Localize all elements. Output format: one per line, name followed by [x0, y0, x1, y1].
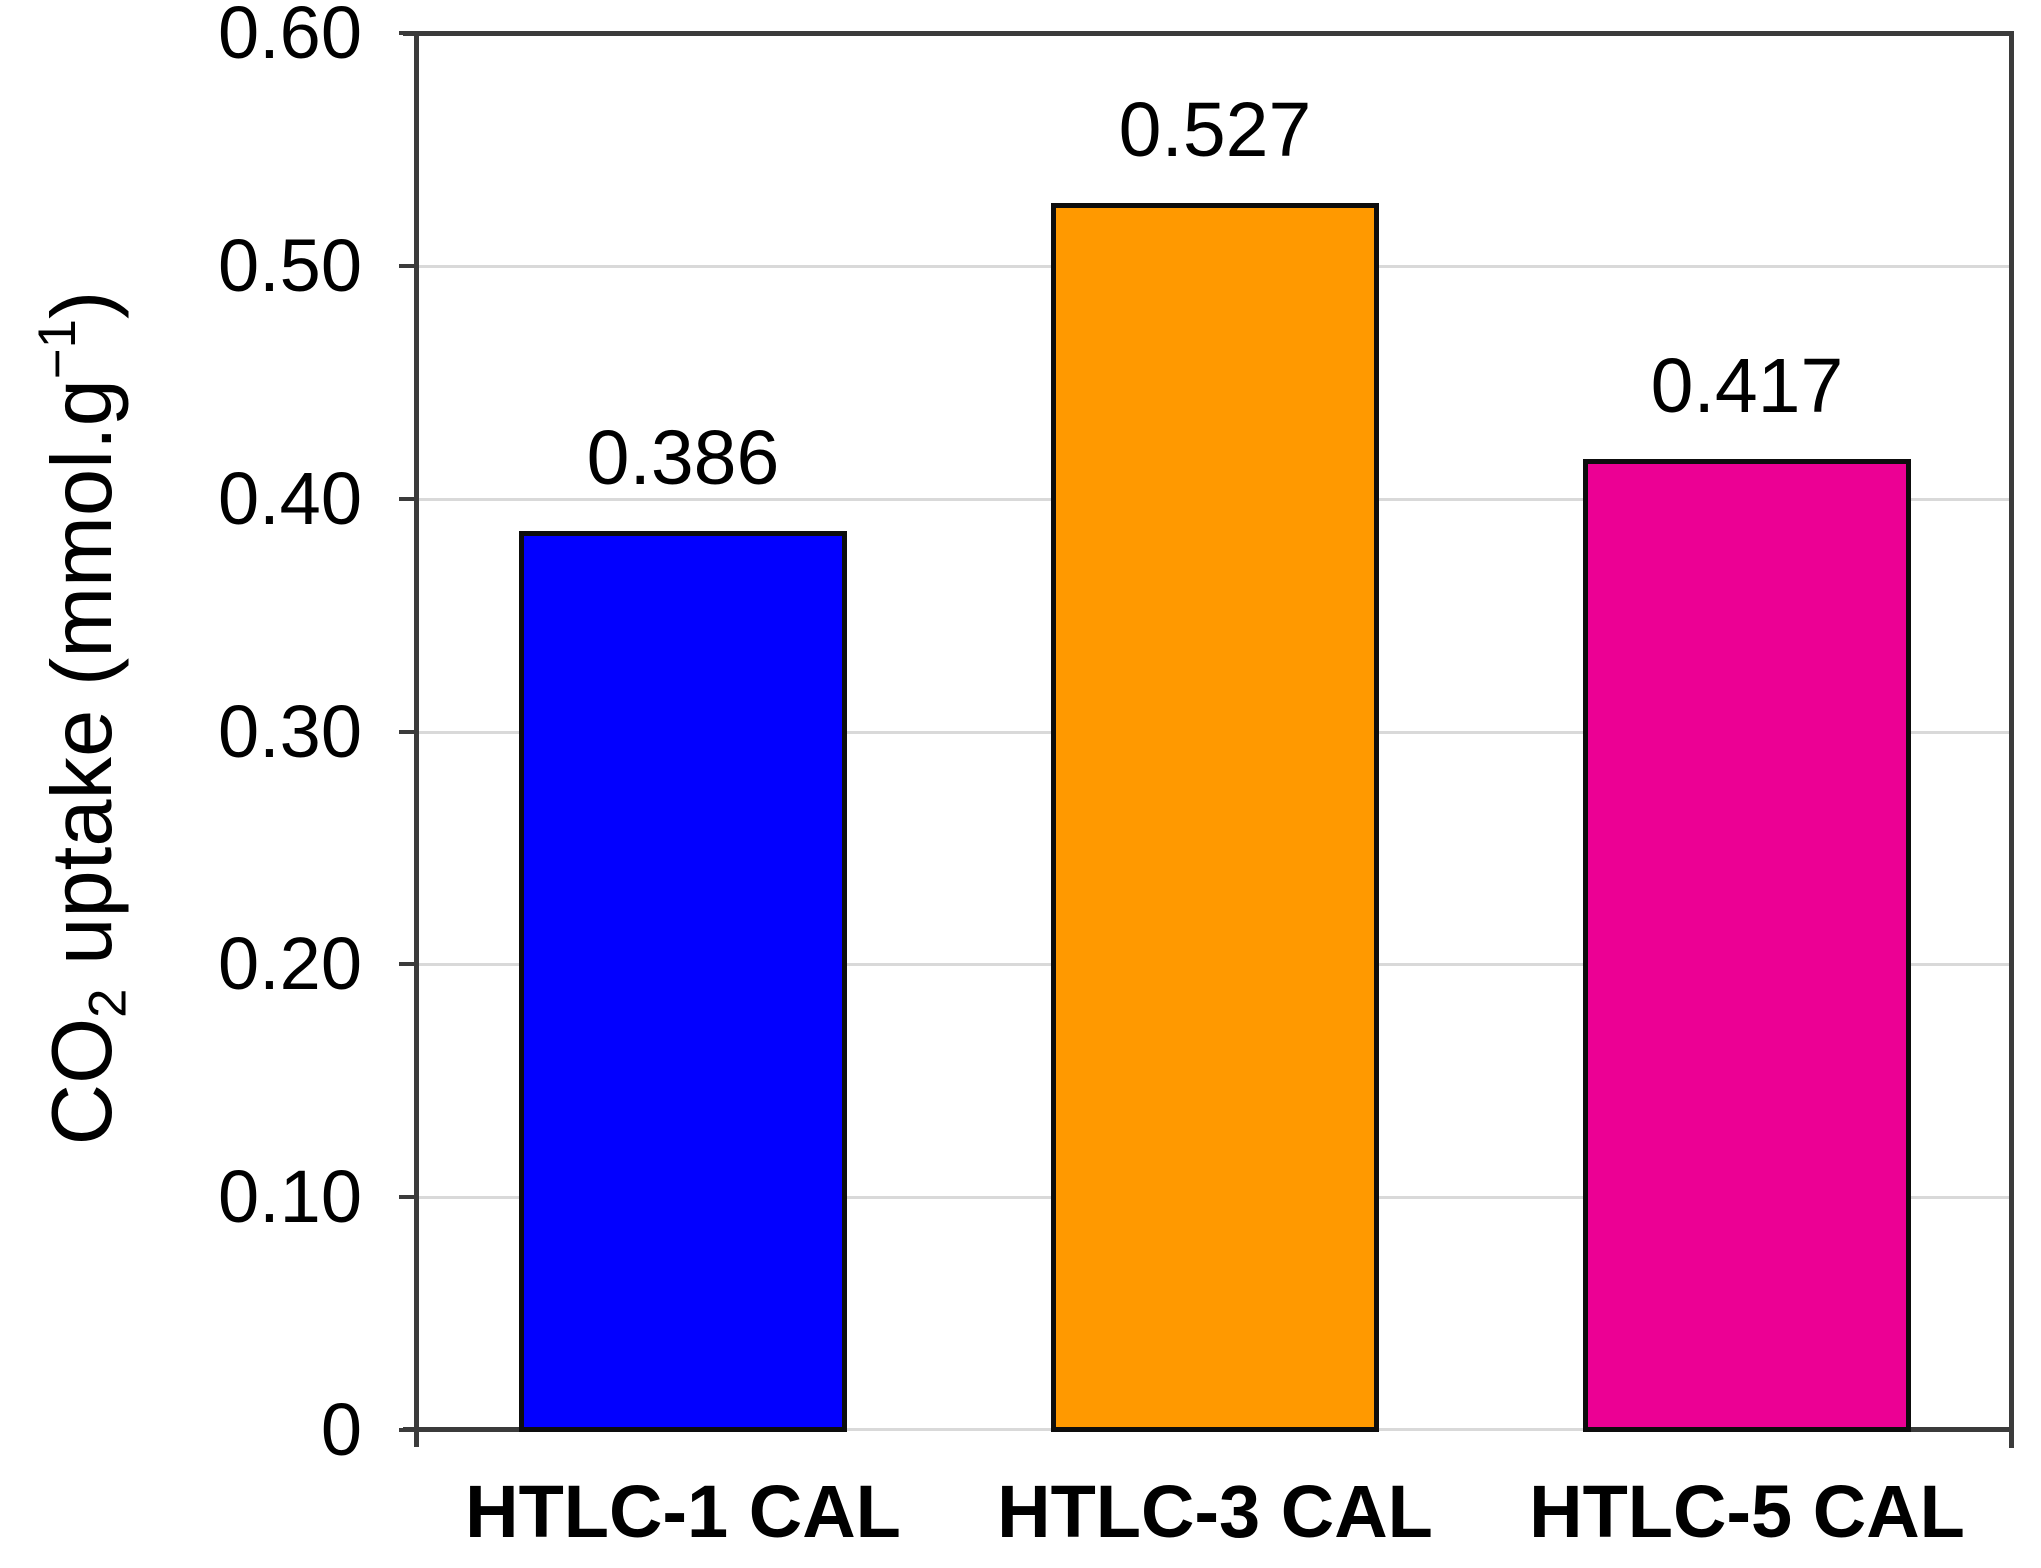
- y-tick-0.60: [399, 31, 419, 35]
- bar-HTLC-3 CAL: [1051, 202, 1379, 1432]
- y-tick-label-0.10: 0.10: [217, 1155, 362, 1239]
- y-axis-title-superscript: −1: [28, 319, 87, 380]
- y-tick-label-0.50: 0.50: [217, 223, 362, 307]
- bar-value-label-HTLC-5 CAL: 0.417: [1650, 343, 1844, 430]
- y-tick-0.30: [399, 729, 419, 734]
- x-axis-label-HTLC-5 CAL: HTLC-5 CAL: [1529, 1470, 1965, 1553]
- x-axis-right-segment: [1904, 1427, 2014, 1432]
- y-tick-label-0.60: 0.60: [217, 0, 362, 74]
- y-tick-label-0.20: 0.20: [217, 922, 362, 1006]
- y-tick-0: [399, 1428, 419, 1432]
- plot-right-border: [2009, 31, 2014, 1431]
- y-tick-label-0.40: 0.40: [217, 456, 362, 540]
- bar-HTLC-5 CAL: [1583, 459, 1911, 1432]
- y-tick-0.10: [399, 1195, 419, 1200]
- bar-value-label-HTLC-3 CAL: 0.527: [1118, 86, 1312, 173]
- y-axis-title-pre: CO: [35, 1017, 130, 1146]
- y-tick-0.50: [399, 263, 419, 268]
- y-tick-0.20: [399, 962, 419, 967]
- bar-value-label-HTLC-1 CAL: 0.386: [586, 415, 780, 502]
- x-axis-end-tick: [2009, 1430, 2014, 1448]
- bar-HTLC-1 CAL: [519, 531, 847, 1432]
- y-tick-0.40: [399, 496, 419, 501]
- x-axis-label-HTLC-3 CAL: HTLC-3 CAL: [997, 1470, 1433, 1553]
- plot-top-border: [403, 31, 2014, 36]
- y-axis-line: [414, 31, 419, 1447]
- x-axis-left-segment: [403, 1427, 520, 1432]
- y-tick-label-0.30: 0.30: [217, 689, 362, 773]
- y-tick-label-0: 0: [320, 1388, 362, 1471]
- x-axis-label-HTLC-1 CAL: HTLC-1 CAL: [465, 1470, 901, 1553]
